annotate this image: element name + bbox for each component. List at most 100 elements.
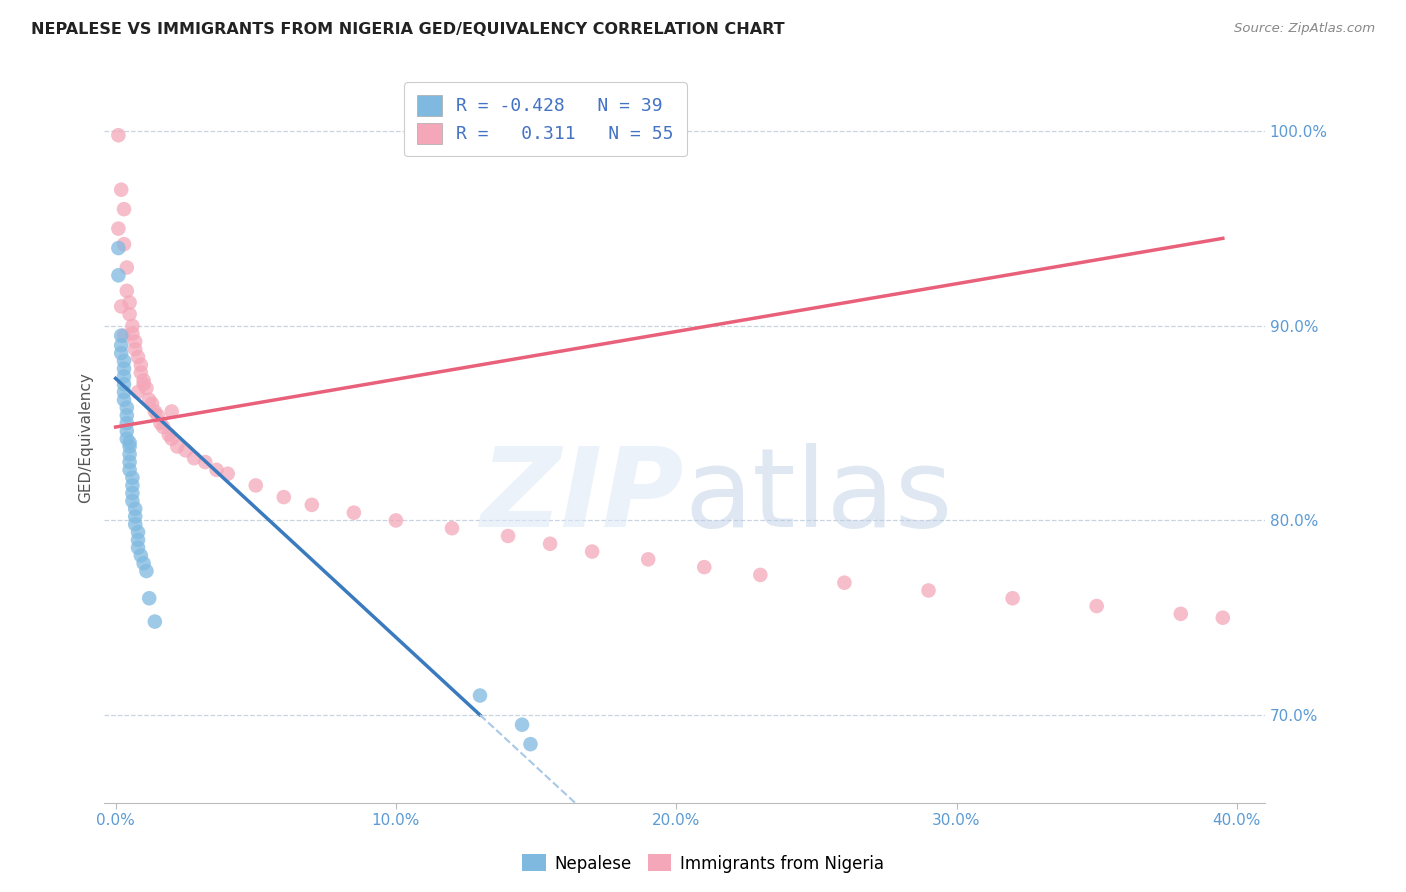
Point: [118, 307, 141, 321]
Text: atlas: atlas: [685, 442, 953, 549]
Point: [124, 334, 146, 349]
Point: [118, 447, 141, 461]
Point: [749, 568, 772, 582]
Point: [152, 420, 174, 434]
Point: [127, 384, 149, 399]
Point: [129, 549, 152, 563]
Point: [115, 432, 138, 446]
Point: [110, 346, 132, 360]
Point: [121, 478, 143, 492]
Point: [127, 525, 149, 540]
Point: [693, 560, 716, 574]
Point: [538, 537, 561, 551]
Point: [132, 373, 155, 387]
Point: [124, 509, 146, 524]
Point: [143, 615, 166, 629]
Point: [385, 513, 408, 527]
Point: [468, 689, 491, 703]
Point: [132, 377, 155, 392]
Point: [510, 717, 533, 731]
Point: [112, 354, 135, 368]
Point: [121, 326, 143, 341]
Point: [107, 128, 129, 143]
Point: [124, 343, 146, 357]
Point: [112, 384, 135, 399]
Point: [205, 463, 228, 477]
Point: [301, 498, 323, 512]
Point: [121, 470, 143, 484]
Legend: Nepalese, Immigrants from Nigeria: Nepalese, Immigrants from Nigeria: [516, 847, 890, 880]
Point: [110, 183, 132, 197]
Text: Source: ZipAtlas.com: Source: ZipAtlas.com: [1234, 22, 1375, 36]
Point: [183, 451, 205, 466]
Point: [118, 440, 141, 454]
Point: [115, 409, 138, 423]
Point: [124, 517, 146, 532]
Point: [194, 455, 217, 469]
Point: [1085, 599, 1108, 613]
Point: [343, 506, 366, 520]
Point: [110, 328, 132, 343]
Point: [245, 478, 267, 492]
Point: [115, 284, 138, 298]
Point: [917, 583, 939, 598]
Point: [1212, 610, 1234, 624]
Point: [107, 268, 129, 283]
Point: [174, 443, 197, 458]
Point: [115, 401, 138, 415]
Text: NEPALESE VS IMMIGRANTS FROM NIGERIA GED/EQUIVALENCY CORRELATION CHART: NEPALESE VS IMMIGRANTS FROM NIGERIA GED/…: [31, 22, 785, 37]
Point: [637, 552, 659, 566]
Point: [115, 416, 138, 430]
Point: [115, 260, 138, 275]
Point: [129, 358, 152, 372]
Point: [121, 486, 143, 500]
Point: [138, 392, 160, 407]
Point: [138, 591, 160, 606]
Point: [519, 737, 541, 751]
Point: [112, 361, 135, 376]
Point: [107, 241, 129, 255]
Point: [1001, 591, 1024, 606]
Point: [496, 529, 519, 543]
Point: [127, 350, 149, 364]
Point: [143, 404, 166, 418]
Legend: R = -0.428   N = 39, R =   0.311   N = 55: R = -0.428 N = 39, R = 0.311 N = 55: [404, 82, 686, 156]
Point: [118, 295, 141, 310]
Text: ZIP: ZIP: [481, 442, 685, 549]
Point: [112, 202, 135, 216]
Point: [160, 404, 183, 418]
Point: [141, 397, 163, 411]
Point: [118, 435, 141, 450]
Point: [127, 541, 149, 555]
Point: [146, 409, 169, 423]
Point: [124, 501, 146, 516]
Y-axis label: GED/Equivalency: GED/Equivalency: [79, 372, 93, 503]
Point: [127, 533, 149, 547]
Point: [121, 494, 143, 508]
Point: [112, 328, 135, 343]
Point: [149, 416, 172, 430]
Point: [121, 318, 143, 333]
Point: [581, 544, 603, 558]
Point: [834, 575, 856, 590]
Point: [112, 369, 135, 384]
Point: [112, 377, 135, 392]
Point: [112, 392, 135, 407]
Point: [1170, 607, 1192, 621]
Point: [118, 455, 141, 469]
Point: [440, 521, 463, 535]
Point: [115, 424, 138, 438]
Point: [132, 556, 155, 570]
Point: [160, 432, 183, 446]
Point: [217, 467, 239, 481]
Point: [112, 237, 135, 252]
Point: [166, 440, 188, 454]
Point: [110, 338, 132, 352]
Point: [273, 490, 295, 504]
Point: [129, 366, 152, 380]
Point: [135, 381, 157, 395]
Point: [157, 427, 180, 442]
Point: [107, 221, 129, 235]
Point: [118, 463, 141, 477]
Point: [135, 564, 157, 578]
